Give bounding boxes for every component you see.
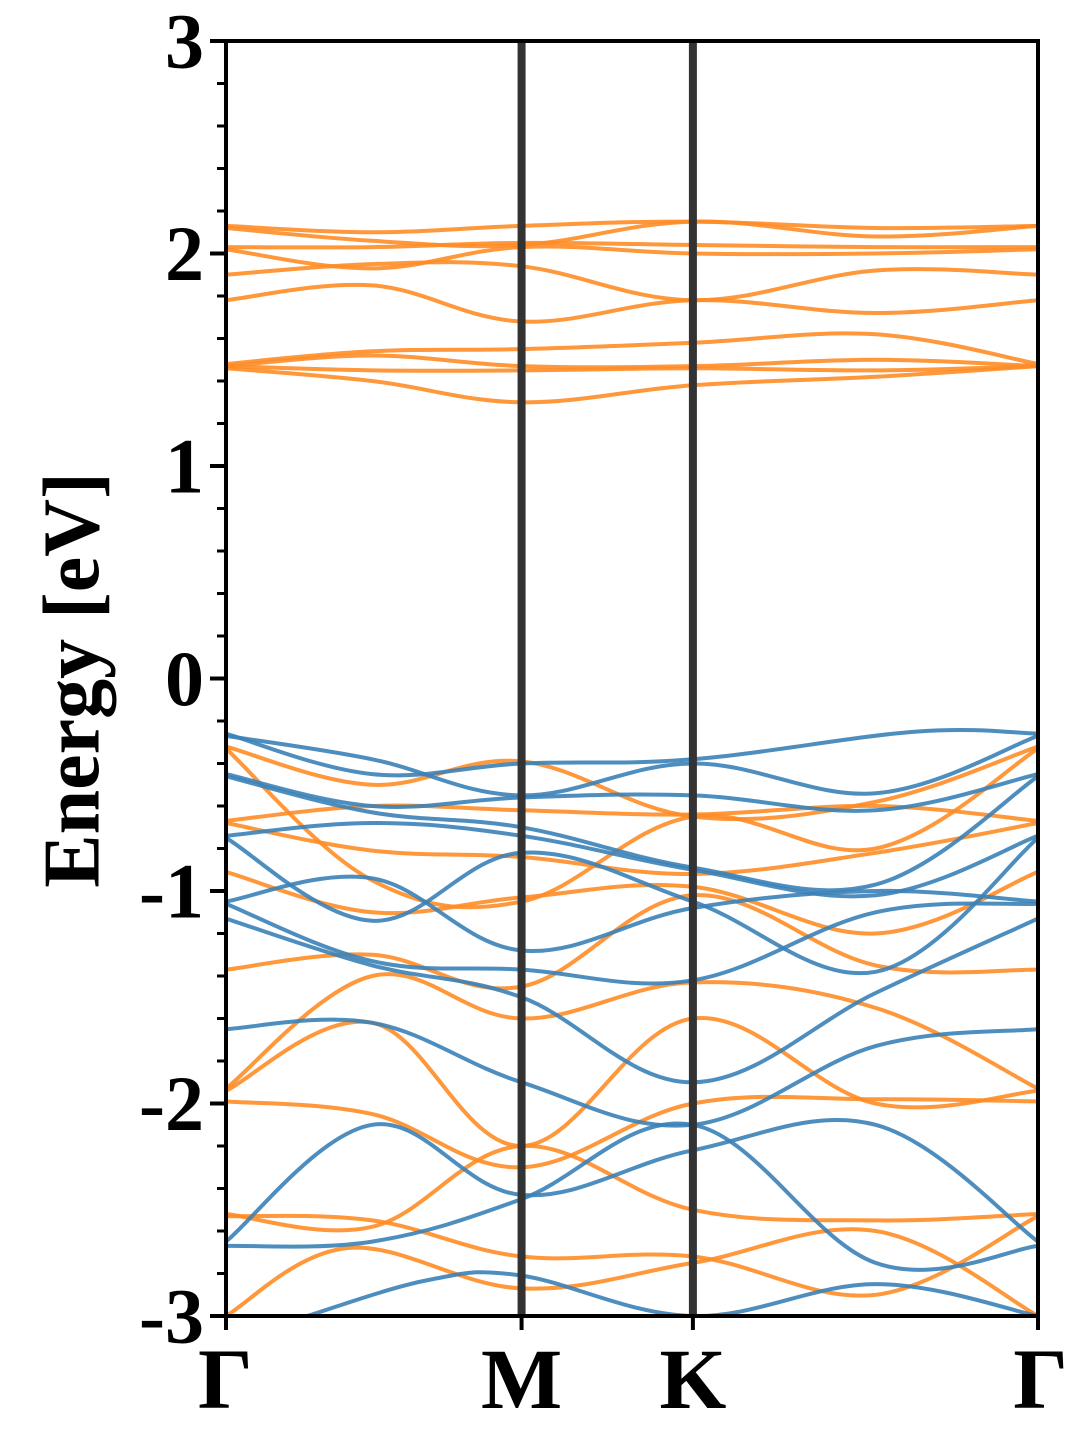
bands-group	[226, 219, 1038, 1316]
band-line-series_b-8	[226, 364, 1038, 373]
band-line-series_b-20	[226, 1213, 1038, 1298]
y-tick-label: -1	[139, 848, 204, 935]
band-line-series_a-1	[226, 733, 1038, 798]
band-line-series_b-14	[226, 869, 1038, 936]
y-tick-label: 3	[165, 0, 204, 85]
x-tick-label-0: Γ	[198, 1331, 253, 1427]
band-line-series_a-9	[226, 1017, 1038, 1128]
band-line-series_a-5	[226, 835, 1038, 976]
band-line-series_a-6	[226, 874, 1038, 954]
band-line-series_a-12	[305, 1270, 1038, 1316]
band-line-series_b-1	[226, 219, 1038, 249]
band-line-series_a-3	[226, 774, 1038, 893]
band-line-series_a-10	[226, 1117, 1038, 1244]
band-line-series_b-2	[226, 240, 1038, 250]
band-line-series_b-0	[226, 219, 1038, 235]
band-line-series_b-6	[226, 331, 1038, 366]
y-tick-label: -3	[139, 1273, 204, 1360]
band-line-series_b-16	[226, 972, 1038, 1091]
band-line-series_b-4	[226, 260, 1038, 303]
x-tick-label-2: K	[659, 1331, 726, 1427]
band-line-series_a-0	[226, 727, 1038, 778]
band-line-series_b-12	[226, 803, 1038, 823]
x-tick-label-3: Γ	[1013, 1331, 1068, 1427]
kpoint-lines	[517, 41, 697, 1316]
band-line-series_b-7	[226, 353, 1038, 370]
y-axis-ticks: -3 -2 -1 0 1 2 3	[139, 0, 226, 1360]
band-line-series_b-19	[226, 1143, 1038, 1233]
y-axis-label: Energy [eV]	[28, 472, 116, 887]
band-line-series_a-2	[226, 772, 1038, 813]
y-tick-label: 1	[165, 423, 204, 510]
band-line-series_a-8	[226, 916, 1038, 1085]
band-line-series_a-7	[226, 901, 1038, 986]
x-tick-label-1: M	[481, 1331, 562, 1427]
band-line-series_b-3	[226, 244, 1038, 271]
y-tick-label: -2	[139, 1060, 204, 1147]
band-line-series_b-5	[226, 282, 1038, 324]
band-line-series_a-11	[226, 1121, 1038, 1272]
y-tick-label: 0	[165, 635, 204, 722]
band-line-series_b-21	[226, 1227, 1038, 1316]
y-tick-label: 2	[165, 210, 204, 297]
band-line-series_b-18	[226, 1094, 1038, 1170]
band-line-series_b-9	[226, 364, 1038, 405]
